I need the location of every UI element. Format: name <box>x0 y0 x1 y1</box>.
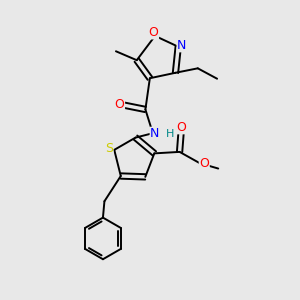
Text: O: O <box>176 121 186 134</box>
Text: N: N <box>177 39 187 52</box>
Text: N: N <box>150 127 160 140</box>
Text: O: O <box>199 157 209 170</box>
Text: O: O <box>115 98 124 111</box>
Text: O: O <box>148 26 158 39</box>
Text: S: S <box>105 142 113 155</box>
Text: H: H <box>166 129 174 139</box>
